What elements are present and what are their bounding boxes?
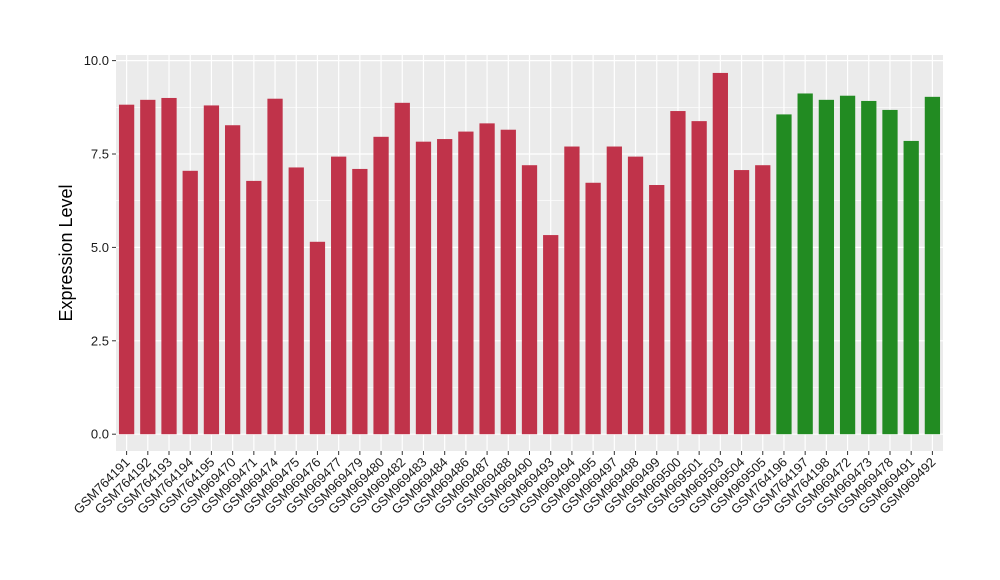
y-tick-label: 10.0 [84,53,109,68]
bar-GSM969470 [224,125,241,435]
bar-GSM764197 [797,93,813,435]
bar-GSM969501 [691,121,707,435]
bar-GSM969476 [309,241,326,435]
bar-GSM969492 [924,96,941,435]
y-tick-label: 2.5 [91,333,109,348]
bar-GSM969474 [267,98,283,435]
bar-GSM764194 [182,170,198,435]
bar-GSM764198 [818,99,835,435]
bar-GSM969475 [288,167,304,435]
bar-GSM969473 [861,100,877,435]
bar-GSM969486 [458,131,474,435]
bar-GSM969490 [521,165,538,435]
bar-GSM764195 [203,105,220,435]
y-axis: 0.0 2.5 5.0 7.5 10.0 [84,53,116,442]
bar-GSM969477 [331,156,347,435]
bar-GSM969484 [437,139,453,435]
bar-GSM969483 [415,141,432,435]
bar-GSM969479 [352,168,368,435]
x-axis: GSM764191GSM764192GSM764193GSM764194GSM7… [70,451,939,517]
bar-GSM969488 [500,129,516,435]
bar-GSM969504 [733,170,750,435]
bar-GSM764193 [161,97,177,435]
bar-GSM969499 [649,185,665,435]
bar-GSM969495 [585,182,601,435]
bar-GSM764191 [118,104,135,435]
bar-GSM969493 [543,235,559,435]
bar-GSM969494 [564,146,580,435]
bar-GSM969505 [755,165,771,435]
bar-GSM969487 [479,123,495,435]
bar-GSM969482 [394,102,410,435]
bar-GSM764196 [776,114,792,435]
y-tick-label: 7.5 [91,147,109,162]
bar-GSM969472 [839,95,856,435]
bar-GSM969497 [606,146,622,435]
bar-GSM969478 [882,109,898,435]
bar-GSM764192 [140,99,156,435]
bars [118,72,941,435]
bar-GSM969500 [670,111,686,435]
bar-GSM969503 [712,72,728,435]
y-tick-label: 0.0 [91,427,109,442]
bar-GSM969491 [903,140,919,435]
y-axis-title: Expression Level [56,184,76,321]
bar-GSM969471 [246,180,262,435]
bar-GSM969498 [627,156,644,435]
y-tick-label: 5.0 [91,240,109,255]
bar-GSM969480 [373,136,389,435]
